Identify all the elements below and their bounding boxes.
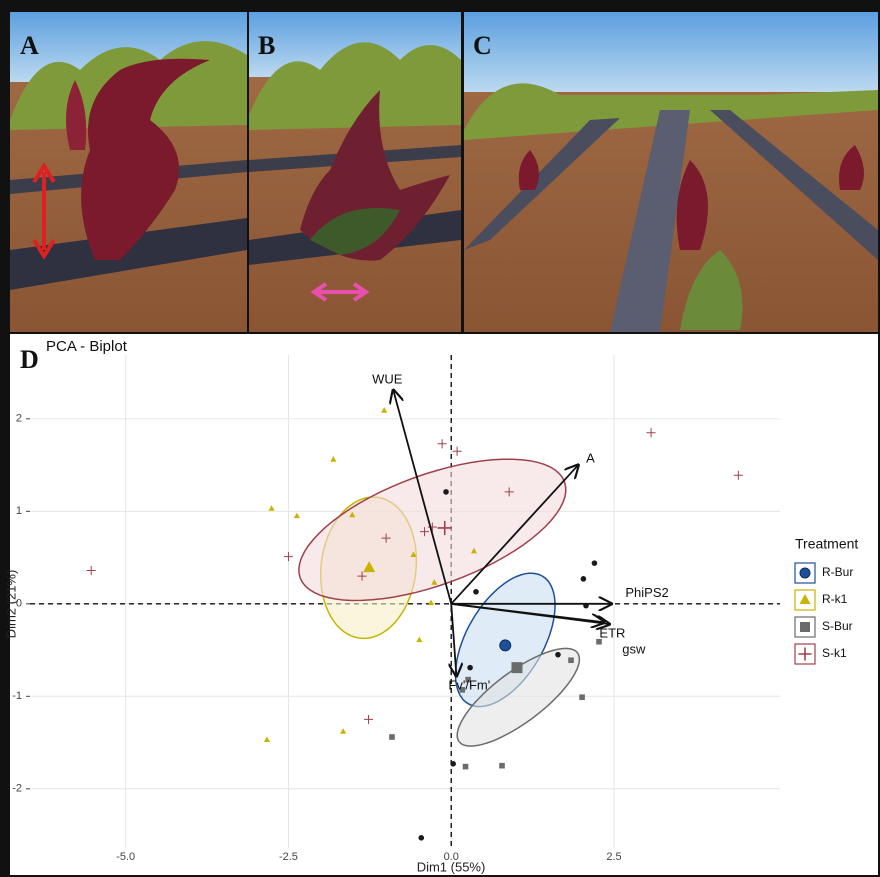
legend-label: S-Bur [822,619,853,633]
panel-label: C [473,31,492,60]
panel-label: B [258,31,275,60]
x-tick-label: 0.0 [444,851,459,863]
y-tick-label: -1 [12,690,22,702]
data-point [443,489,449,495]
data-point [568,657,574,663]
loading-label: WUE [372,372,403,387]
chart-title: PCA - Biplot [46,338,128,355]
photo-a [10,12,247,332]
figure: A B C D PCA - Biplot Dim1 (55%) Dim2 (21… [0,0,880,877]
centroid [500,640,511,651]
legend-label: R-k1 [822,592,848,606]
data-point [463,764,469,770]
data-point [499,763,505,769]
loading-label: ETR [599,626,625,641]
photo-b [249,12,461,332]
data-point [450,761,456,767]
data-point [418,835,424,841]
legend-title: Treatment [795,536,858,552]
y-tick-label: 2 [16,413,22,425]
photo-c [464,12,878,332]
loading-label: A [586,451,595,466]
centroid [511,662,522,673]
panel-label: A [20,31,39,60]
y-tick-label: -2 [12,783,22,795]
x-tick-label: -5.0 [116,851,135,863]
legend-marker [800,622,810,632]
data-point [473,589,479,595]
data-point [579,694,585,700]
panel-label: D [20,345,39,374]
data-point [389,734,395,740]
loading-label: gsw [622,642,646,657]
legend-label: R-Bur [822,565,853,579]
legend-label: S-k1 [822,646,847,660]
y-tick-label: 0 [16,598,22,610]
x-tick-label: -2.5 [279,851,298,863]
y-tick-label: 1 [16,505,22,517]
data-point [592,560,598,566]
legend-marker [800,568,810,578]
data-point [555,652,561,658]
data-point [467,665,473,671]
x-tick-label: 2.5 [606,851,621,863]
data-point [581,576,587,582]
loading-label: Fv'/Fm' [448,677,490,692]
loading-label: PhiPS2 [625,585,668,600]
